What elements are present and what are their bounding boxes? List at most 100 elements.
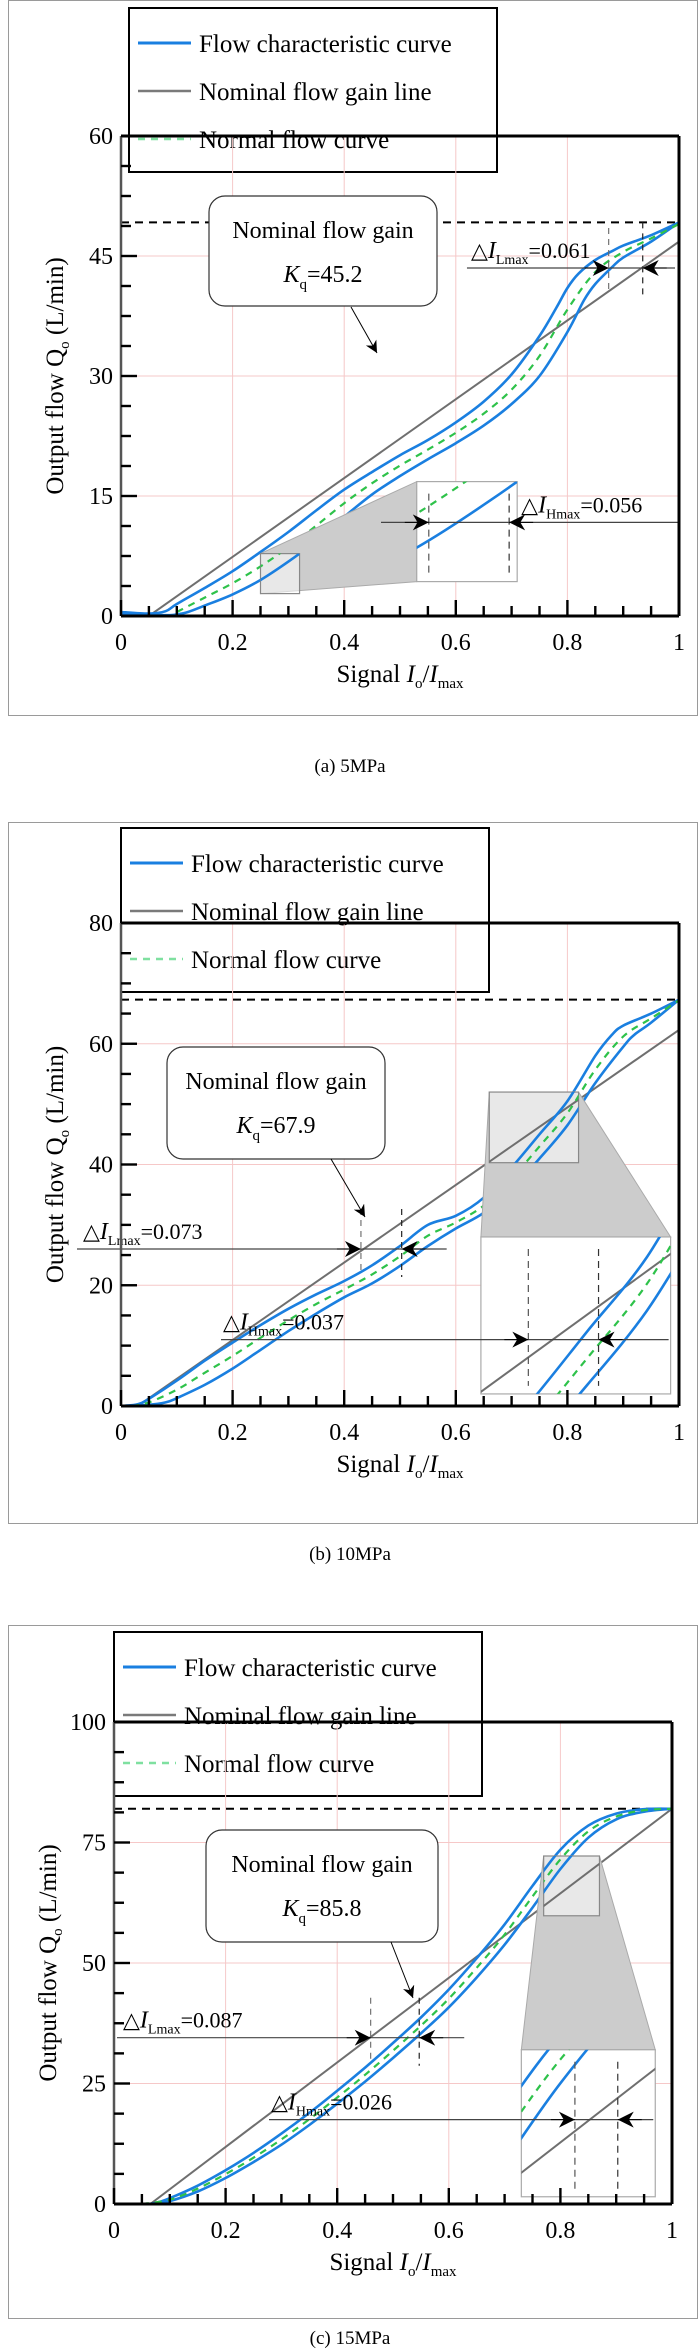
nominal-gain-callout-arrow bbox=[390, 1941, 415, 1999]
legend-label-2: Normal flow curve bbox=[199, 127, 389, 154]
legend-label-1: Nominal flow gain line bbox=[184, 1703, 417, 1730]
flow-curve-upper bbox=[121, 998, 679, 1406]
hysteresis-label-i: I bbox=[287, 2090, 297, 2116]
source-series bbox=[543, 1855, 600, 1908]
x-axis-label-prefix: Signal bbox=[336, 661, 406, 688]
deadband-label-value: =0.073 bbox=[141, 1219, 203, 1244]
y-tick-label: 40 bbox=[89, 1153, 113, 1179]
y-tick-label: 80 bbox=[89, 911, 113, 937]
x-tick-label: 0.4 bbox=[322, 2218, 352, 2244]
x-tick-label: 0.2 bbox=[211, 2218, 241, 2244]
y-tick-label: 60 bbox=[89, 1032, 113, 1058]
x-axis-label-s1: o bbox=[415, 676, 423, 692]
y-axis-label-suffix: (L/min) bbox=[42, 1046, 69, 1130]
chart-svg-a: Flow characteristic curve Nominal flow ga… bbox=[42, 7, 685, 692]
y-tick-label: 75 bbox=[82, 1831, 106, 1857]
legend-label-0: Flow characteristic curve bbox=[191, 851, 444, 878]
y-tick-label: 100 bbox=[70, 1710, 106, 1736]
x-axis-label-s2: max bbox=[438, 1466, 464, 1482]
x-tick-label: 0.6 bbox=[434, 2218, 464, 2244]
nominal-gain-sub: q bbox=[298, 1911, 306, 1927]
deadband-label: △ILmax=0.087 bbox=[123, 2008, 243, 2038]
y-axis-label-sub: o bbox=[50, 1928, 66, 1936]
y-axis-label-prefix: Output flow Q bbox=[35, 1936, 62, 2082]
deadband-label-sub: Lmax bbox=[148, 2023, 181, 2038]
nominal-gain-value: =67.9 bbox=[260, 1113, 316, 1139]
deadband-label-delta: △ bbox=[471, 238, 488, 263]
x-axis-label: Signal Io/Imax bbox=[329, 2249, 457, 2280]
inset-magnified-series bbox=[521, 2049, 656, 2175]
x-axis-label-slash: / bbox=[422, 1451, 429, 1478]
x-axis-label-i1: I bbox=[406, 1451, 417, 1478]
x-axis-label-i2: I bbox=[428, 661, 439, 688]
y-tick-label: 45 bbox=[89, 244, 113, 270]
caption-b: (b) 10MPa bbox=[309, 1544, 391, 1565]
y-axis-label-sub: o bbox=[57, 1130, 73, 1138]
y-axis-label: Output flow Qo (L/min) bbox=[42, 257, 73, 494]
flow-curve-upper bbox=[114, 1807, 672, 2204]
hysteresis-label-sub: Hmax bbox=[546, 507, 580, 522]
legend-label-0: Flow characteristic curve bbox=[199, 31, 452, 58]
x-axis-label-s1: o bbox=[415, 1466, 423, 1482]
plot-content bbox=[121, 998, 679, 1406]
x-tick-label: 1 bbox=[666, 2218, 678, 2244]
chart-panel-c: Flow characteristic curve Nominal flow ga… bbox=[8, 1625, 698, 2319]
deadband-label: △ILmax=0.061 bbox=[471, 238, 590, 268]
x-axis-label: Signal Io/Imax bbox=[336, 661, 464, 692]
hysteresis-label: △IHmax=0.026 bbox=[271, 2090, 392, 2120]
nominal-gain-callout-box bbox=[166, 1046, 386, 1160]
x-tick-label: 0.4 bbox=[329, 1420, 359, 1446]
nominal-gain-line-source bbox=[543, 1862, 600, 1908]
y-tick-label: 50 bbox=[82, 1951, 106, 1977]
nominal-gain-line bbox=[148, 240, 679, 616]
x-tick-label: 1 bbox=[673, 1420, 685, 1446]
nominal-gain-callout-value: Kq=45.2 bbox=[282, 262, 362, 293]
deadband-label-delta: △ bbox=[123, 2008, 140, 2033]
nominal-gain-callout-title: Nominal flow gain bbox=[231, 1852, 412, 1878]
x-axis-label-prefix: Signal bbox=[336, 1451, 406, 1478]
x-axis-label-slash: / bbox=[422, 661, 429, 688]
legend-label-2: Normal flow curve bbox=[184, 1751, 374, 1778]
y-axis-label: Output flow Qo (L/min) bbox=[35, 1844, 66, 2081]
x-tick-label: 1 bbox=[673, 630, 685, 656]
inset-source-box bbox=[259, 552, 301, 595]
hysteresis-label-sub: Hmax bbox=[248, 1325, 282, 1340]
flow-curve-lower bbox=[121, 998, 679, 1406]
x-axis-label-i2: I bbox=[421, 2249, 432, 2276]
hysteresis-label-value: =0.056 bbox=[580, 492, 642, 517]
deadband-label-value: =0.061 bbox=[529, 238, 591, 263]
hysteresis-label-delta: △ bbox=[521, 492, 538, 517]
normal-flow-curve bbox=[141, 1807, 672, 2204]
legend-label-2: Normal flow curve bbox=[191, 947, 381, 974]
hysteresis-label-value: =0.026 bbox=[330, 2090, 392, 2115]
x-axis-label-i2: I bbox=[428, 1451, 439, 1478]
hysteresis-label-i: I bbox=[239, 1310, 249, 1336]
x-tick-label: 0.2 bbox=[218, 1420, 248, 1446]
deadband-label: △ILmax=0.073 bbox=[83, 1219, 203, 1249]
nominal-gain-callout-title: Nominal flow gain bbox=[185, 1069, 366, 1095]
y-tick-label: 30 bbox=[89, 364, 113, 390]
hysteresis-label-i: I bbox=[537, 492, 547, 518]
x-tick-label: 0 bbox=[108, 2218, 120, 2244]
x-axis-label-s2: max bbox=[438, 676, 464, 692]
x-tick-label: 0.8 bbox=[552, 630, 582, 656]
deadband-label-sub: Lmax bbox=[496, 253, 529, 268]
y-tick-label: 25 bbox=[82, 2072, 106, 2098]
chart-panel-a: Flow characteristic curve Nominal flow ga… bbox=[8, 0, 698, 716]
x-axis-label-i1: I bbox=[399, 2249, 410, 2276]
hysteresis-label-sub: Hmax bbox=[296, 2105, 330, 2120]
y-tick-label: 60 bbox=[89, 124, 113, 150]
y-axis-label-suffix: (L/min) bbox=[35, 1844, 62, 1928]
hysteresis-label: △IHmax=0.056 bbox=[521, 492, 642, 522]
nominal-gain-k: K bbox=[281, 1896, 300, 1922]
legend-label-1: Nominal flow gain line bbox=[199, 79, 432, 106]
y-axis-label-suffix: (L/min) bbox=[42, 257, 69, 341]
y-tick-label: 15 bbox=[89, 484, 113, 510]
caption-c: (c) 15MPa bbox=[309, 2328, 391, 2349]
caption-a: (a) 5MPa bbox=[314, 756, 386, 777]
nominal-gain-sub: q bbox=[299, 277, 307, 293]
inset-magnified-box bbox=[520, 2049, 656, 2198]
y-tick-label: 20 bbox=[89, 1273, 113, 1299]
hysteresis-label-delta: △ bbox=[271, 2090, 288, 2115]
x-axis-label-s2: max bbox=[431, 2264, 457, 2280]
